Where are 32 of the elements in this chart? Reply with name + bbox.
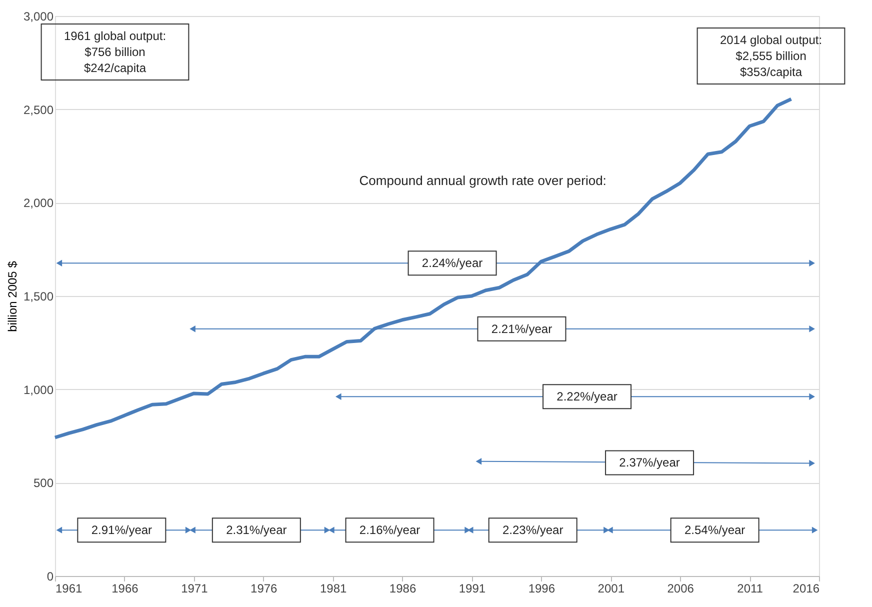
annotation: 2.23%/year <box>502 523 564 538</box>
y-tick-label: 1,500 <box>23 290 54 304</box>
x-tick-label: 1976 <box>250 582 278 596</box>
x-tick-label: 1996 <box>528 582 556 596</box>
y-tick-label: 2,500 <box>23 102 54 117</box>
annotation: 2014 global output: $2,555 billion $353/capita <box>720 33 822 79</box>
y-tick-label: 3,000 <box>23 10 54 24</box>
x-tick-label: 2016 <box>792 582 820 596</box>
y-tick-label: 1,000 <box>23 382 54 397</box>
x-tick-label: 1981 <box>320 582 347 596</box>
x-tick-label: 2001 <box>598 582 625 596</box>
x-tick-label: 1991 <box>458 582 486 596</box>
x-tick-label: 1971 <box>181 582 208 596</box>
y-axis-title: billion 2005 $ <box>5 260 20 332</box>
annotation: 2.21%/year <box>491 322 552 336</box>
annotation: 2.31%/year <box>226 523 287 538</box>
x-tick-label: 2011 <box>737 582 764 596</box>
annotation: 2.16%/year <box>359 523 420 538</box>
y-tick-label: 2,000 <box>23 196 54 210</box>
x-tick-label: 2006 <box>667 582 694 596</box>
x-tick-label: 1961 <box>56 582 83 596</box>
annotation: 2.91%/year <box>91 523 152 538</box>
x-tick-label: 1986 <box>389 582 416 596</box>
annotation: Compound annual growth rate over period: <box>359 173 606 188</box>
annotation: 2.24%/year <box>422 256 483 270</box>
annotation: 2.54%/year <box>684 523 746 538</box>
y-tick-label: 500 <box>33 476 54 490</box>
y-tick-label: 0 <box>46 570 54 584</box>
annotation: 1961 global output: $756 billion $242/capita <box>64 29 166 75</box>
x-tick-label: 1966 <box>112 582 139 596</box>
annotation: 2.22%/year <box>556 390 618 404</box>
annotation: 2.37%/year <box>619 456 680 470</box>
